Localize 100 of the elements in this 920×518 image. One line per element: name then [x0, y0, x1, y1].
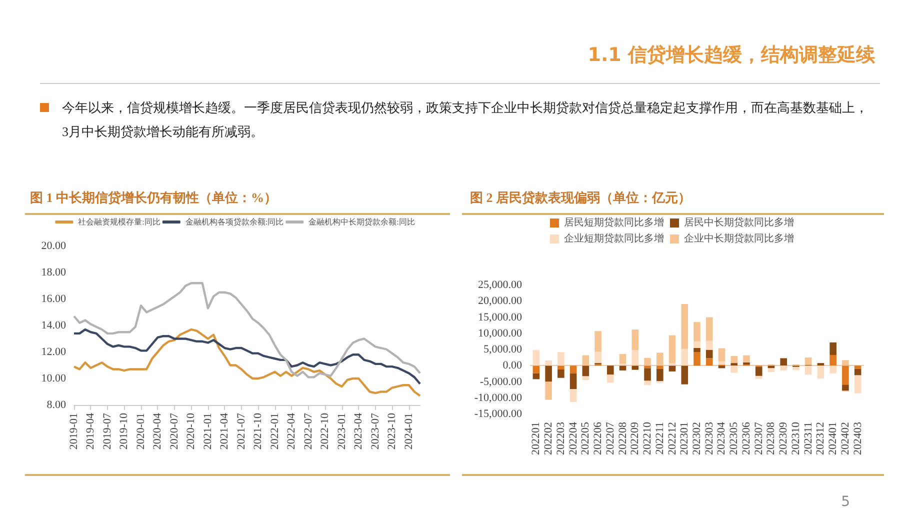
x-tick-label: 202311 — [802, 422, 814, 455]
bar — [730, 366, 738, 373]
bar — [842, 360, 849, 366]
x-tick-label: 2024-01 — [402, 413, 415, 450]
bar — [780, 358, 787, 366]
x-tick-label: 2020-07 — [168, 412, 180, 450]
bar — [545, 382, 552, 400]
x-tick-label: 2019-04 — [84, 412, 97, 450]
x-tick-label: 2020-04 — [152, 412, 164, 450]
bar — [830, 342, 836, 355]
bar — [668, 366, 676, 372]
x-tick-label: 2023-07 — [369, 412, 382, 450]
bar — [582, 366, 590, 376]
bar — [755, 366, 762, 376]
x-tick-label: 202303 — [703, 422, 716, 455]
x-tick-label: 202201 — [530, 422, 542, 455]
bar — [804, 358, 812, 365]
x-tick-label: 2021-07 — [235, 412, 248, 450]
bar — [768, 366, 775, 368]
bar — [607, 374, 614, 383]
bar — [755, 376, 762, 379]
x-tick-label: 202312 — [814, 422, 827, 455]
bar — [619, 366, 626, 370]
bar — [632, 330, 639, 350]
bar — [681, 348, 688, 366]
legend-label: 企业短期贷款同比多增 — [564, 232, 664, 244]
bar — [532, 366, 540, 374]
bar — [656, 352, 664, 366]
x-tick-label: 202307 — [752, 422, 765, 455]
x-tick-label: 2019-01 — [68, 413, 80, 450]
x-tick-label: 202403 — [852, 422, 864, 455]
x-tick-label: 202304 — [716, 422, 728, 455]
bar — [532, 373, 540, 380]
x-tick-label: 202301 — [678, 422, 691, 455]
x-tick-label: 2022-07 — [302, 412, 314, 450]
x-tick-label: 202402 — [839, 422, 852, 455]
bar — [743, 355, 750, 362]
x-tick-label: 202211 — [654, 422, 666, 455]
bar — [545, 360, 552, 366]
bar — [730, 356, 738, 364]
bar — [694, 352, 700, 366]
x-tick-label: 2022-04 — [286, 412, 298, 450]
bar — [558, 352, 564, 366]
x-tick-label: 202310 — [790, 422, 802, 455]
legend-label: 居民中长期贷款同比多增 — [684, 216, 794, 228]
x-tick-label: 2020-10 — [185, 412, 198, 450]
bar — [718, 366, 726, 368]
bar — [817, 363, 824, 366]
y-tick-label: 10,000.00 — [478, 327, 522, 340]
bar — [842, 366, 849, 385]
bar — [743, 362, 750, 365]
x-tick-label: 202204 — [567, 422, 580, 455]
x-tick-label: 202208 — [616, 422, 629, 455]
x-tick-label: 202210 — [642, 422, 654, 455]
x-tick-label: 202209 — [629, 422, 642, 455]
y-tick-label: 12.00 — [41, 346, 66, 358]
bar — [656, 366, 664, 369]
x-tick-label: 202308 — [765, 422, 778, 455]
x-tick-label: 202207 — [604, 422, 616, 455]
bar — [694, 322, 700, 342]
bar — [644, 380, 651, 385]
bar — [594, 352, 602, 364]
bar — [681, 304, 688, 349]
legend-label: 企业中长期贷款同比多增 — [684, 232, 794, 244]
y-tick-label: 25,000.00 — [478, 279, 522, 291]
bar — [780, 366, 787, 370]
bar — [570, 373, 577, 390]
bar — [706, 358, 713, 366]
bar — [830, 366, 836, 374]
bar — [817, 366, 824, 379]
x-tick-label: 202401 — [827, 422, 840, 455]
text: 5 — [841, 494, 850, 510]
bar — [532, 350, 540, 366]
x-tick-label: 2021-04 — [218, 412, 231, 450]
x-tick-label: 202205 — [580, 422, 592, 455]
bar — [545, 366, 552, 382]
bar — [804, 366, 812, 375]
x-tick-label: 202203 — [554, 422, 567, 455]
bar — [706, 317, 713, 341]
x-tick-label: 2023-04 — [352, 412, 365, 450]
bar — [706, 350, 713, 358]
x-tick-label: 202212 — [666, 422, 678, 455]
bar — [694, 341, 700, 348]
y-tick-label: 14.00 — [41, 320, 66, 332]
y-tick-label: -15,000.00 — [474, 408, 522, 420]
bar — [854, 375, 862, 394]
y-tick-label: 16.00 — [41, 293, 66, 305]
line-series — [72, 328, 422, 397]
x-tick-label: 202309 — [778, 422, 790, 455]
x-tick-label: 202206 — [592, 422, 604, 455]
bar — [632, 366, 639, 370]
bar — [644, 366, 651, 368]
x-tick-label: 202302 — [691, 422, 703, 455]
y-tick-label: 10.00 — [41, 372, 66, 384]
x-tick-label: 202202 — [542, 422, 555, 455]
chart-title: 图 1 中长期信贷增长仍有韧性（单位：%） — [30, 190, 277, 205]
y-tick-label: -5,000.00 — [480, 376, 522, 388]
y-tick-label: 5,000.00 — [484, 344, 522, 356]
x-tick-label: 2019-10 — [118, 412, 130, 450]
chart-title: 图 2 居民贷款表现偏弱（单位：亿元） — [470, 190, 691, 205]
